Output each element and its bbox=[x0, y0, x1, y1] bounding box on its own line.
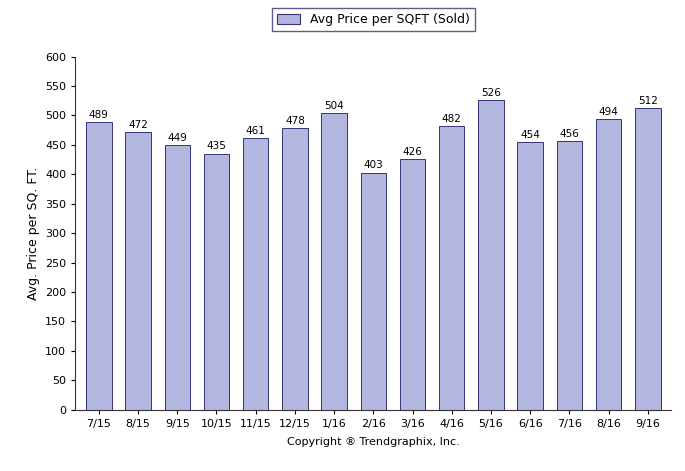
Text: 494: 494 bbox=[599, 106, 619, 116]
Bar bbox=[400, 159, 425, 410]
Bar bbox=[203, 154, 229, 410]
Text: 403: 403 bbox=[364, 160, 383, 170]
Text: 489: 489 bbox=[89, 110, 109, 120]
Bar bbox=[321, 113, 347, 410]
Text: 482: 482 bbox=[442, 114, 462, 123]
Bar bbox=[86, 122, 112, 410]
Bar bbox=[243, 138, 269, 410]
Bar bbox=[596, 119, 621, 410]
Bar bbox=[125, 132, 151, 410]
Text: 435: 435 bbox=[207, 141, 227, 151]
Bar bbox=[360, 172, 386, 410]
Bar bbox=[282, 128, 308, 410]
Bar bbox=[557, 141, 582, 410]
Text: 454: 454 bbox=[520, 130, 540, 140]
Text: 512: 512 bbox=[638, 96, 658, 106]
Text: 426: 426 bbox=[403, 146, 423, 156]
Text: 461: 461 bbox=[246, 126, 266, 136]
X-axis label: Copyright ® Trendgraphix, Inc.: Copyright ® Trendgraphix, Inc. bbox=[287, 437, 460, 447]
Text: 478: 478 bbox=[285, 116, 305, 126]
Legend: Avg Price per SQFT (Sold): Avg Price per SQFT (Sold) bbox=[272, 8, 475, 31]
Bar bbox=[439, 126, 464, 410]
Text: 526: 526 bbox=[481, 88, 501, 97]
Y-axis label: Avg. Price per SQ. FT.: Avg. Price per SQ. FT. bbox=[27, 166, 40, 300]
Bar bbox=[635, 108, 660, 410]
Text: 456: 456 bbox=[560, 129, 580, 139]
Text: 449: 449 bbox=[167, 133, 187, 143]
Bar bbox=[517, 142, 543, 410]
Text: 472: 472 bbox=[128, 120, 148, 130]
Bar bbox=[164, 146, 190, 410]
Text: 504: 504 bbox=[324, 101, 344, 111]
Bar bbox=[478, 100, 503, 410]
